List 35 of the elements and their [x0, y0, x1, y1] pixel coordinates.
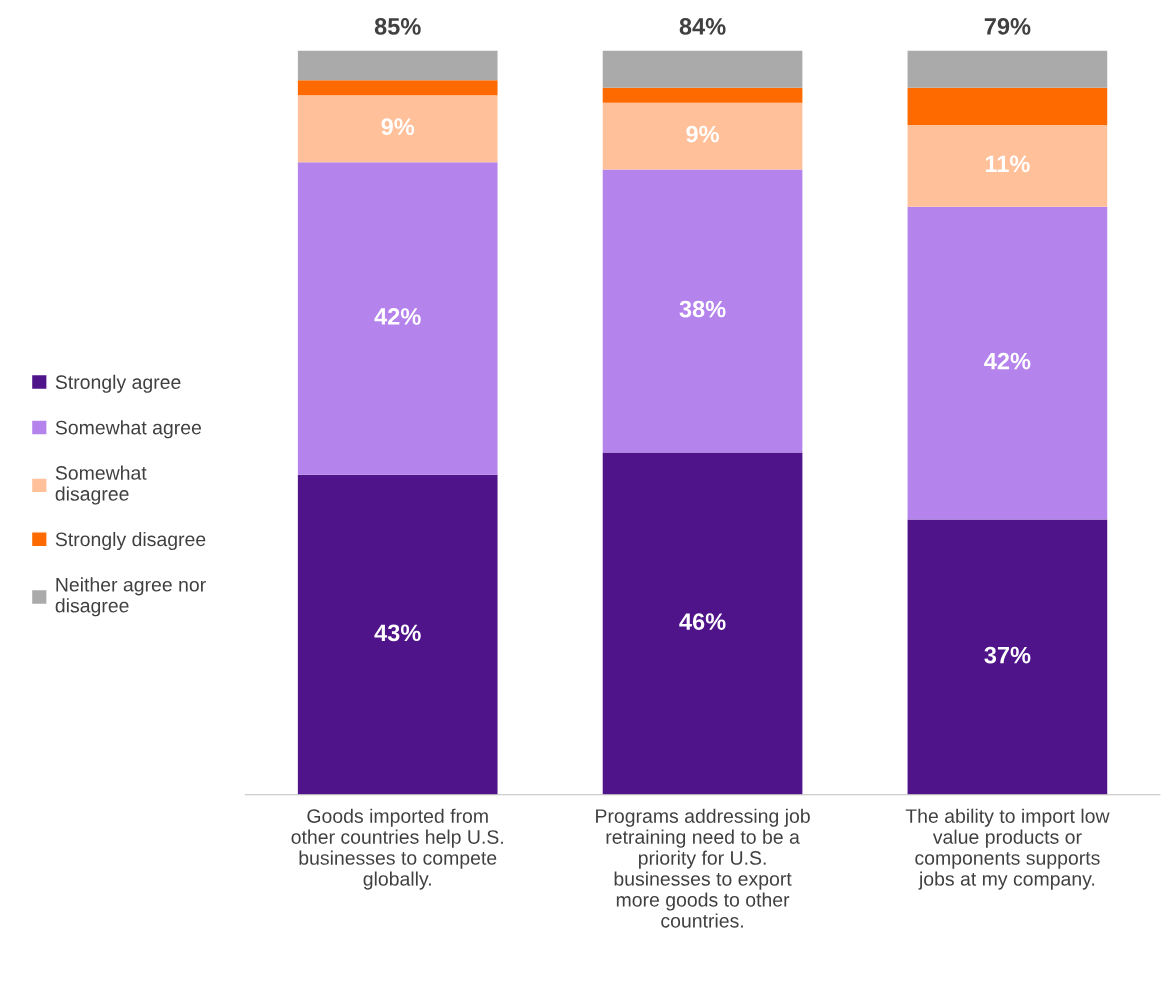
bar: [907, 206, 1108, 520]
annotation: 84%: [679, 18, 726, 35]
legend-label: Strongly agree: [55, 374, 181, 393]
legend-label: Neither agree nor disagree: [55, 577, 206, 617]
data-label: 11%: [985, 155, 1030, 173]
bar: [602, 169, 803, 453]
annotation: 85%: [374, 18, 421, 35]
annotation: 79%: [984, 18, 1031, 35]
legend-label: Somewhat disagree: [55, 465, 147, 505]
data-label: 9%: [686, 125, 719, 143]
bar: [602, 50, 803, 88]
data-label: 38%: [679, 300, 726, 318]
bar: [602, 87, 803, 103]
x-tick-label: The ability to import low value products or components supports jobs at my company.: [905, 808, 1110, 890]
data-label: 9%: [381, 118, 415, 136]
data-label: 42%: [984, 352, 1031, 370]
x-tick-label: Goods imported from other countries help U.S. businesses to compete globally.: [291, 808, 503, 890]
bar: [907, 124, 1108, 207]
bar: [297, 80, 498, 96]
x-tick-label: Programs addressing job retraining need to be a priority for U.S. businesses to export more goods to other countries.: [596, 808, 810, 928]
legend-label: Somewhat agree: [55, 420, 201, 439]
bar: [602, 452, 803, 795]
data-label: 37%: [984, 646, 1031, 664]
bar: [297, 162, 498, 475]
data-label: 42%: [374, 308, 421, 325]
legend-label: Strongly disagree: [55, 531, 206, 551]
bar: [297, 50, 498, 81]
bar: [907, 50, 1108, 88]
bar: [297, 95, 498, 163]
bar: [907, 87, 1108, 125]
bar: [907, 519, 1108, 795]
bar: [602, 102, 803, 170]
bar: [297, 474, 498, 795]
data-label: 46%: [679, 613, 726, 630]
data-label: 43%: [374, 624, 421, 642]
